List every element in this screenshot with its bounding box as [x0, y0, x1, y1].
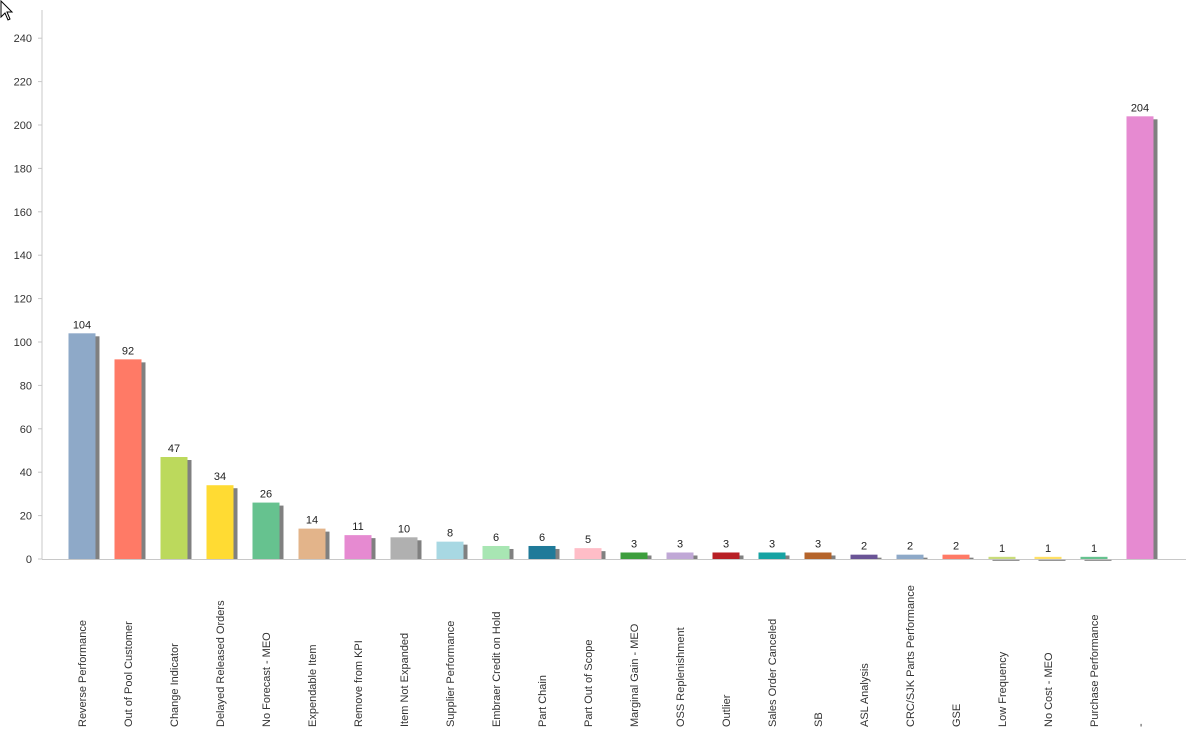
bar — [528, 545, 556, 559]
bar — [298, 528, 326, 559]
category-label: Expendable Item — [307, 644, 319, 727]
category-label: SB — [813, 712, 825, 727]
bar — [344, 535, 372, 559]
category-label: Remove from KPI — [353, 640, 365, 727]
y-tick-label: 160 — [14, 207, 32, 219]
y-tick-label: 200 — [14, 120, 32, 132]
data-label: 3 — [631, 538, 637, 550]
bar — [758, 552, 786, 559]
bar — [252, 502, 280, 559]
bar — [390, 537, 418, 559]
y-tick-label: 20 — [20, 511, 32, 523]
bar — [436, 541, 464, 559]
data-label: 3 — [769, 538, 775, 550]
data-label: 3 — [677, 538, 683, 550]
bars — [68, 116, 1158, 561]
category-label: No Forecast - MEO — [261, 632, 273, 727]
y-tick-label: 80 — [20, 380, 32, 392]
data-label: 104 — [73, 319, 91, 331]
bar — [574, 548, 602, 559]
data-label: 1 — [1091, 543, 1097, 555]
category-label: Outlier — [721, 694, 733, 727]
data-label: 3 — [723, 538, 729, 550]
category-label: Low Frequency — [997, 651, 1009, 727]
mouse-cursor-icon — [0, 0, 14, 21]
category-label: Out of Pool Customer — [123, 621, 135, 727]
category-label: GSE — [951, 704, 963, 727]
category-label: Embraer Credit on Hold — [491, 611, 503, 727]
category-label: Part Out of Scope — [583, 640, 595, 727]
bar — [942, 554, 970, 559]
data-label: 6 — [539, 532, 545, 544]
bar — [68, 333, 96, 559]
data-label: 14 — [306, 515, 318, 527]
category-label: Marginal Gain - MEO — [629, 623, 641, 727]
data-label: 34 — [214, 471, 226, 483]
category-label: No Cost - MEO — [1043, 652, 1055, 727]
y-axis: 0 20 40 60 80 100 120 140 160 180 200 220 240 — [14, 10, 43, 566]
y-tick-label: 220 — [14, 77, 32, 89]
data-label: 26 — [260, 489, 272, 501]
data-label: 8 — [447, 528, 453, 540]
bar — [1034, 556, 1062, 559]
data-label: 1 — [1045, 543, 1051, 555]
bar-shadow — [1084, 559, 1112, 561]
y-tick-label: 0 — [26, 554, 32, 566]
bar — [482, 545, 510, 559]
data-label: 11 — [352, 521, 363, 533]
data-label: 1 — [999, 543, 1005, 555]
data-label: 2 — [953, 541, 959, 553]
y-tick-label: 100 — [14, 337, 32, 349]
y-tick-label: 120 — [14, 294, 32, 306]
category-label: Item Not Expanded — [399, 633, 411, 727]
y-tick-label: 240 — [14, 33, 32, 45]
category-label: ASL Analysis — [859, 663, 871, 727]
category-label: Purchase Performance — [1089, 615, 1101, 728]
bar — [850, 554, 878, 559]
category-label: OSS Replenishment — [675, 627, 687, 727]
data-label: 92 — [122, 345, 134, 357]
bar — [712, 552, 740, 559]
data-label: 2 — [861, 541, 867, 553]
bar — [988, 556, 1016, 559]
data-label: 2 — [907, 541, 913, 553]
data-label: 3 — [815, 538, 821, 550]
data-label: 10 — [398, 523, 410, 535]
category-label: - — [1135, 723, 1147, 727]
data-label: 204 — [1131, 102, 1149, 114]
bar-shadow — [1038, 559, 1066, 561]
bar — [620, 552, 648, 559]
data-label: 6 — [493, 532, 499, 544]
data-label: 5 — [585, 534, 591, 546]
y-tick-label: 60 — [20, 424, 32, 436]
bar — [896, 554, 924, 559]
category-label: Sales Order Canceled — [767, 619, 779, 727]
category-label: CRC/SJK Parts Performance — [905, 585, 917, 727]
data-label: 47 — [168, 443, 180, 455]
bar — [206, 485, 234, 559]
bar — [114, 359, 142, 559]
bar-shadow — [992, 559, 1020, 561]
category-label: Part Chain — [537, 675, 549, 727]
bar — [1126, 116, 1154, 559]
bar — [160, 457, 188, 559]
category-label: Supplier Performance — [445, 621, 457, 727]
category-label: Delayed Released Orders — [215, 600, 227, 727]
category-label: Change Indicator — [169, 643, 181, 727]
category-label: Reverse Performance — [77, 620, 89, 727]
y-tick-label: 40 — [20, 467, 32, 479]
bar — [804, 552, 832, 559]
y-tick-label: 180 — [14, 163, 32, 175]
bar — [1080, 556, 1108, 559]
y-tick-label: 140 — [14, 250, 32, 262]
bar — [666, 552, 694, 559]
category-labels: Reverse Performance Out of Pool Customer C… — [77, 585, 1147, 727]
